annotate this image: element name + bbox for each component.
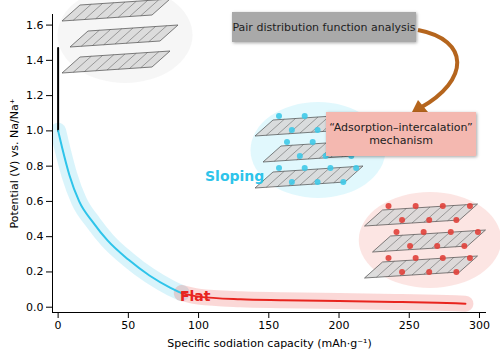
svg-text:1.4: 1.4 (26, 54, 44, 67)
svg-text:0.2: 0.2 (26, 265, 44, 278)
svg-text:0.0: 0.0 (26, 301, 44, 314)
html-text:Sloping: Sloping (205, 168, 265, 184)
svg-text:0.8: 0.8 (26, 160, 44, 173)
svg-text:0.6: 0.6 (26, 195, 44, 208)
svg-text:1.2: 1.2 (26, 89, 44, 102)
html-text:Pair distribution function ana: Pair distribution function analysis (232, 20, 416, 34)
svg-text:50: 50 (121, 319, 135, 332)
svg-text:1.6: 1.6 (26, 19, 44, 32)
svg-text:250: 250 (399, 319, 420, 332)
svg-text:0: 0 (55, 319, 62, 332)
svg-text:0.4: 0.4 (26, 230, 44, 243)
svg-text:1.0: 1.0 (26, 124, 44, 137)
svg-text:Potential (V) vs. Na/Na⁺: Potential (V) vs. Na/Na⁺ (8, 98, 21, 228)
svg-text:200: 200 (329, 319, 350, 332)
svg-text:150: 150 (258, 319, 279, 332)
svg-text:100: 100 (188, 319, 209, 332)
html-text:Flat: Flat (180, 288, 211, 304)
svg-text:300: 300 (469, 319, 490, 332)
svg-text:Specific sodiation capacity (m: Specific sodiation capacity (mAh·g⁻¹) (167, 337, 372, 350)
html-text:“Adsorption–intercalation” mec: “Adsorption–intercalation” mechanism (329, 121, 473, 147)
